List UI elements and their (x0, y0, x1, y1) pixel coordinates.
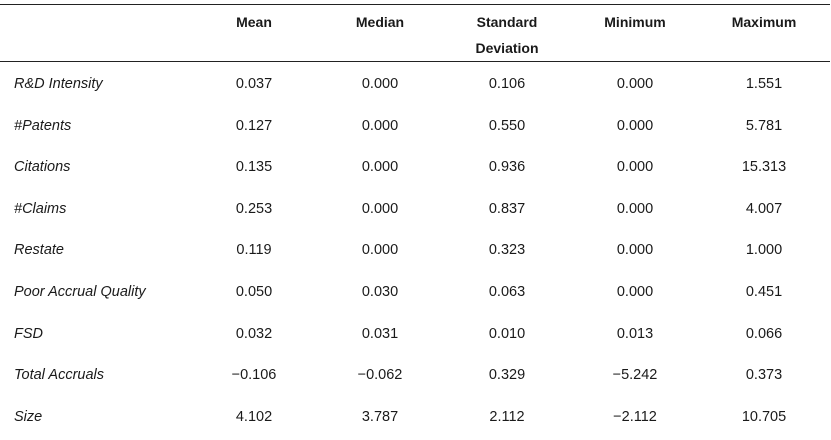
table-cell: 0.000 (361, 159, 399, 176)
table-cell: 0.063 (488, 283, 526, 300)
table-row: R&D Intensity 0.037 0.000 0.106 0.000 1.551 (0, 66, 830, 108)
table-cell: 0.050 (235, 283, 273, 300)
table-cell: 0.010 (488, 325, 526, 342)
table-cell: −5.242 (612, 367, 658, 384)
table-cell: 0.000 (361, 242, 399, 259)
header-rule (0, 61, 830, 62)
table-cell: 0.550 (488, 117, 526, 134)
header-maximum: Maximum (731, 14, 797, 30)
header-standard-deviation: Standard Deviation (475, 14, 539, 56)
table-cell: 3.787 (361, 408, 399, 425)
table-cell: 0.253 (235, 200, 273, 217)
row-label: #Claims (14, 200, 67, 217)
table-cell: 0.030 (361, 283, 399, 300)
header-median: Median (355, 14, 405, 30)
summary-statistics-table: Mean Median Standard Deviation Minimum M… (0, 4, 830, 440)
table-cell: 0.066 (745, 325, 783, 342)
row-label: FSD (14, 325, 43, 342)
table-body: R&D Intensity 0.037 0.000 0.106 0.000 1.551 #P… (0, 66, 830, 440)
table-cell: 0.000 (616, 76, 654, 92)
table-cell: 0.031 (361, 325, 399, 342)
table-cell: 0.000 (616, 117, 654, 134)
table-cell: 0.000 (616, 200, 654, 217)
row-label: #Patents (14, 117, 72, 134)
table-cell: 0.373 (745, 367, 783, 384)
table-cell: 0.000 (616, 159, 654, 176)
table-cell: 0.000 (361, 76, 399, 92)
table-cell: −2.112 (613, 408, 657, 425)
table-cell: 0.451 (745, 283, 783, 300)
table-cell: −0.062 (357, 367, 403, 384)
row-label: Citations (14, 159, 71, 176)
row-label: Poor Accrual Quality (14, 283, 146, 300)
row-label: R&D Intensity (14, 76, 103, 92)
table-cell: 0.106 (488, 76, 526, 92)
table-cell: 0.127 (235, 117, 273, 134)
table-row: Size 4.102 3.787 2.112 −2.112 10.705 (0, 399, 830, 440)
header-mean: Mean (236, 14, 272, 30)
table-cell: 4.102 (235, 408, 273, 425)
table-cell: 1.551 (745, 76, 783, 92)
table-cell: 10.705 (741, 408, 787, 425)
table-cell: 4.007 (745, 200, 783, 217)
table-row: #Patents 0.127 0.000 0.550 0.000 5.781 (0, 108, 830, 150)
table-cell: 0.000 (616, 242, 654, 259)
table-cell: 0.000 (361, 117, 399, 134)
table-cell: 0.037 (235, 76, 273, 92)
table-cell: 0.323 (488, 242, 526, 259)
row-label: Size (14, 408, 43, 425)
table-cell: 0.837 (488, 200, 526, 217)
table-row: FSD 0.032 0.031 0.010 0.013 0.066 (0, 316, 830, 358)
table-cell: 0.013 (616, 325, 654, 342)
table-cell: 5.781 (745, 117, 783, 134)
header-row: Mean Median Standard Deviation Minimum M… (0, 5, 830, 61)
table-cell: 0.135 (235, 159, 273, 176)
table-cell: 2.112 (489, 408, 525, 425)
table-cell: 0.000 (361, 200, 399, 217)
table-cell: 1.000 (745, 242, 783, 259)
table-row: #Claims 0.253 0.000 0.837 0.000 4.007 (0, 191, 830, 233)
table-row: Restate 0.119 0.000 0.323 0.000 1.000 (0, 232, 830, 274)
top-rule (0, 4, 830, 5)
table-cell: 15.313 (741, 159, 787, 176)
table-cell: 0.032 (235, 325, 273, 342)
header-minimum: Minimum (604, 14, 666, 30)
table-row: Poor Accrual Quality 0.050 0.030 0.063 0.000… (0, 274, 830, 316)
table-cell: 0.936 (488, 159, 526, 176)
table-cell: 0.000 (616, 283, 654, 300)
table-row: Total Accruals −0.106 −0.062 0.329 −5.242 0.3… (0, 357, 830, 399)
table-cell: −0.106 (231, 367, 277, 384)
table-cell: 0.329 (488, 367, 526, 384)
row-label: Total Accruals (14, 367, 104, 384)
row-label: Restate (14, 242, 64, 259)
table-row: Citations 0.135 0.000 0.936 0.000 15.313 (0, 149, 830, 191)
table-cell: 0.119 (236, 242, 272, 259)
